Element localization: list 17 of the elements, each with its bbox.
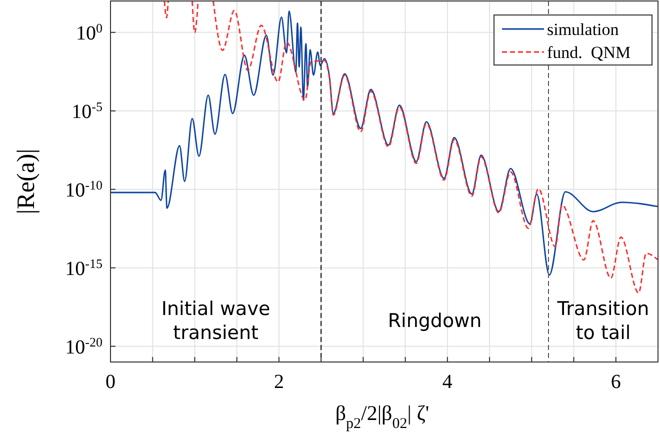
y-tick-label: 10$^{-20}$ (65, 334, 102, 358)
x-tick-label: 0 (106, 371, 116, 393)
y-tick-label: 10$^{-15}$ (65, 255, 102, 280)
y-tick-label: 10$^{0}$ (76, 20, 102, 44)
y-tick-label: 10$^{-5}$ (72, 98, 102, 123)
x-axis-title: β$_{p2}$/2|β$_{02}$| ζ' (335, 401, 430, 432)
annotation: Initial wave transient (161, 298, 270, 344)
annotation: Ringdown (388, 310, 482, 332)
y-tick-label: 10$^{-10}$ (65, 176, 102, 202)
line-series (110, 10, 658, 276)
annotation: Transition to tail (556, 298, 650, 344)
x-tick-label: 4 (442, 371, 452, 393)
legend-label: fund. QNM (547, 43, 631, 62)
legend-label: simulation (547, 20, 620, 39)
x-tick-label: 6 (610, 371, 621, 393)
y-axis-title: |Re(a)| (13, 148, 40, 214)
x-tick-label: 2 (274, 371, 284, 393)
